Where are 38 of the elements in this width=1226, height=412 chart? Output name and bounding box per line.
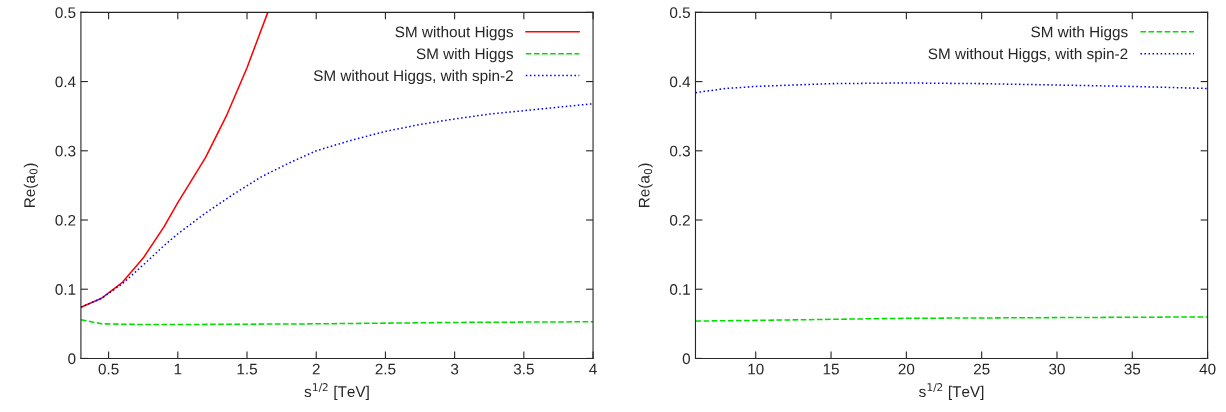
x-tick-label: 40 [1199, 363, 1216, 375]
x-tick-label: 30 [1049, 363, 1065, 375]
y-tick-label: 0.5 [669, 7, 690, 19]
x-axis-title: s$^{1/2}$ [TeV] [919, 383, 984, 401]
y-tick-label: 0.1 [669, 284, 690, 295]
y-tick-label: 0 [682, 353, 691, 365]
legend-label: SM with Higgs [1031, 26, 1128, 41]
legend-label: SM without Higgs, with spin-2 [928, 47, 1128, 63]
line-series [695, 82, 1208, 94]
x-tick-label: 1 [174, 363, 182, 375]
y-tick-label: 0.5 [55, 7, 76, 19]
y-tick-label: 0 [68, 353, 76, 365]
x-tick-label: 4 [589, 363, 597, 375]
x-tick-label: 20 [898, 363, 915, 375]
x-tick-label: 2.5 [375, 363, 396, 375]
y-tick-label: 0.2 [55, 214, 76, 226]
x-tick-label: 25 [973, 363, 990, 375]
y-tick-label: 0.4 [55, 76, 76, 88]
x-tick-label: 3.5 [513, 363, 534, 375]
y-tick-label: 0.4 [669, 76, 691, 88]
x-tick-label: 2 [312, 363, 320, 375]
x-tick-label: 1.5 [237, 363, 257, 375]
y-tick-label: 0.2 [669, 214, 690, 226]
x-tick-label: 0.5 [98, 363, 119, 375]
y-axis-title: Re(a$_{0}$) [638, 163, 653, 207]
y-axis-title: Re(a$_{0}$) [23, 163, 39, 207]
y-tick-label: 0.3 [669, 145, 690, 157]
legend-label: SM with Higgs [416, 47, 514, 63]
legend-label: SM without Higgs [395, 26, 514, 41]
x-tick-label: 10 [748, 363, 764, 375]
x-tick-label: 35 [1124, 363, 1141, 375]
x-tick-label: 15 [823, 363, 839, 375]
x-tick-label: 3 [450, 363, 459, 375]
x-axis-title: s$^{1/2}$ [TeV] [304, 383, 369, 401]
legend-label: SM without Higgs, with spin-2 [313, 69, 513, 85]
y-tick-label: 0.3 [55, 145, 76, 157]
y-tick-label: 0.1 [55, 284, 76, 295]
line-series [80, 12, 269, 308]
